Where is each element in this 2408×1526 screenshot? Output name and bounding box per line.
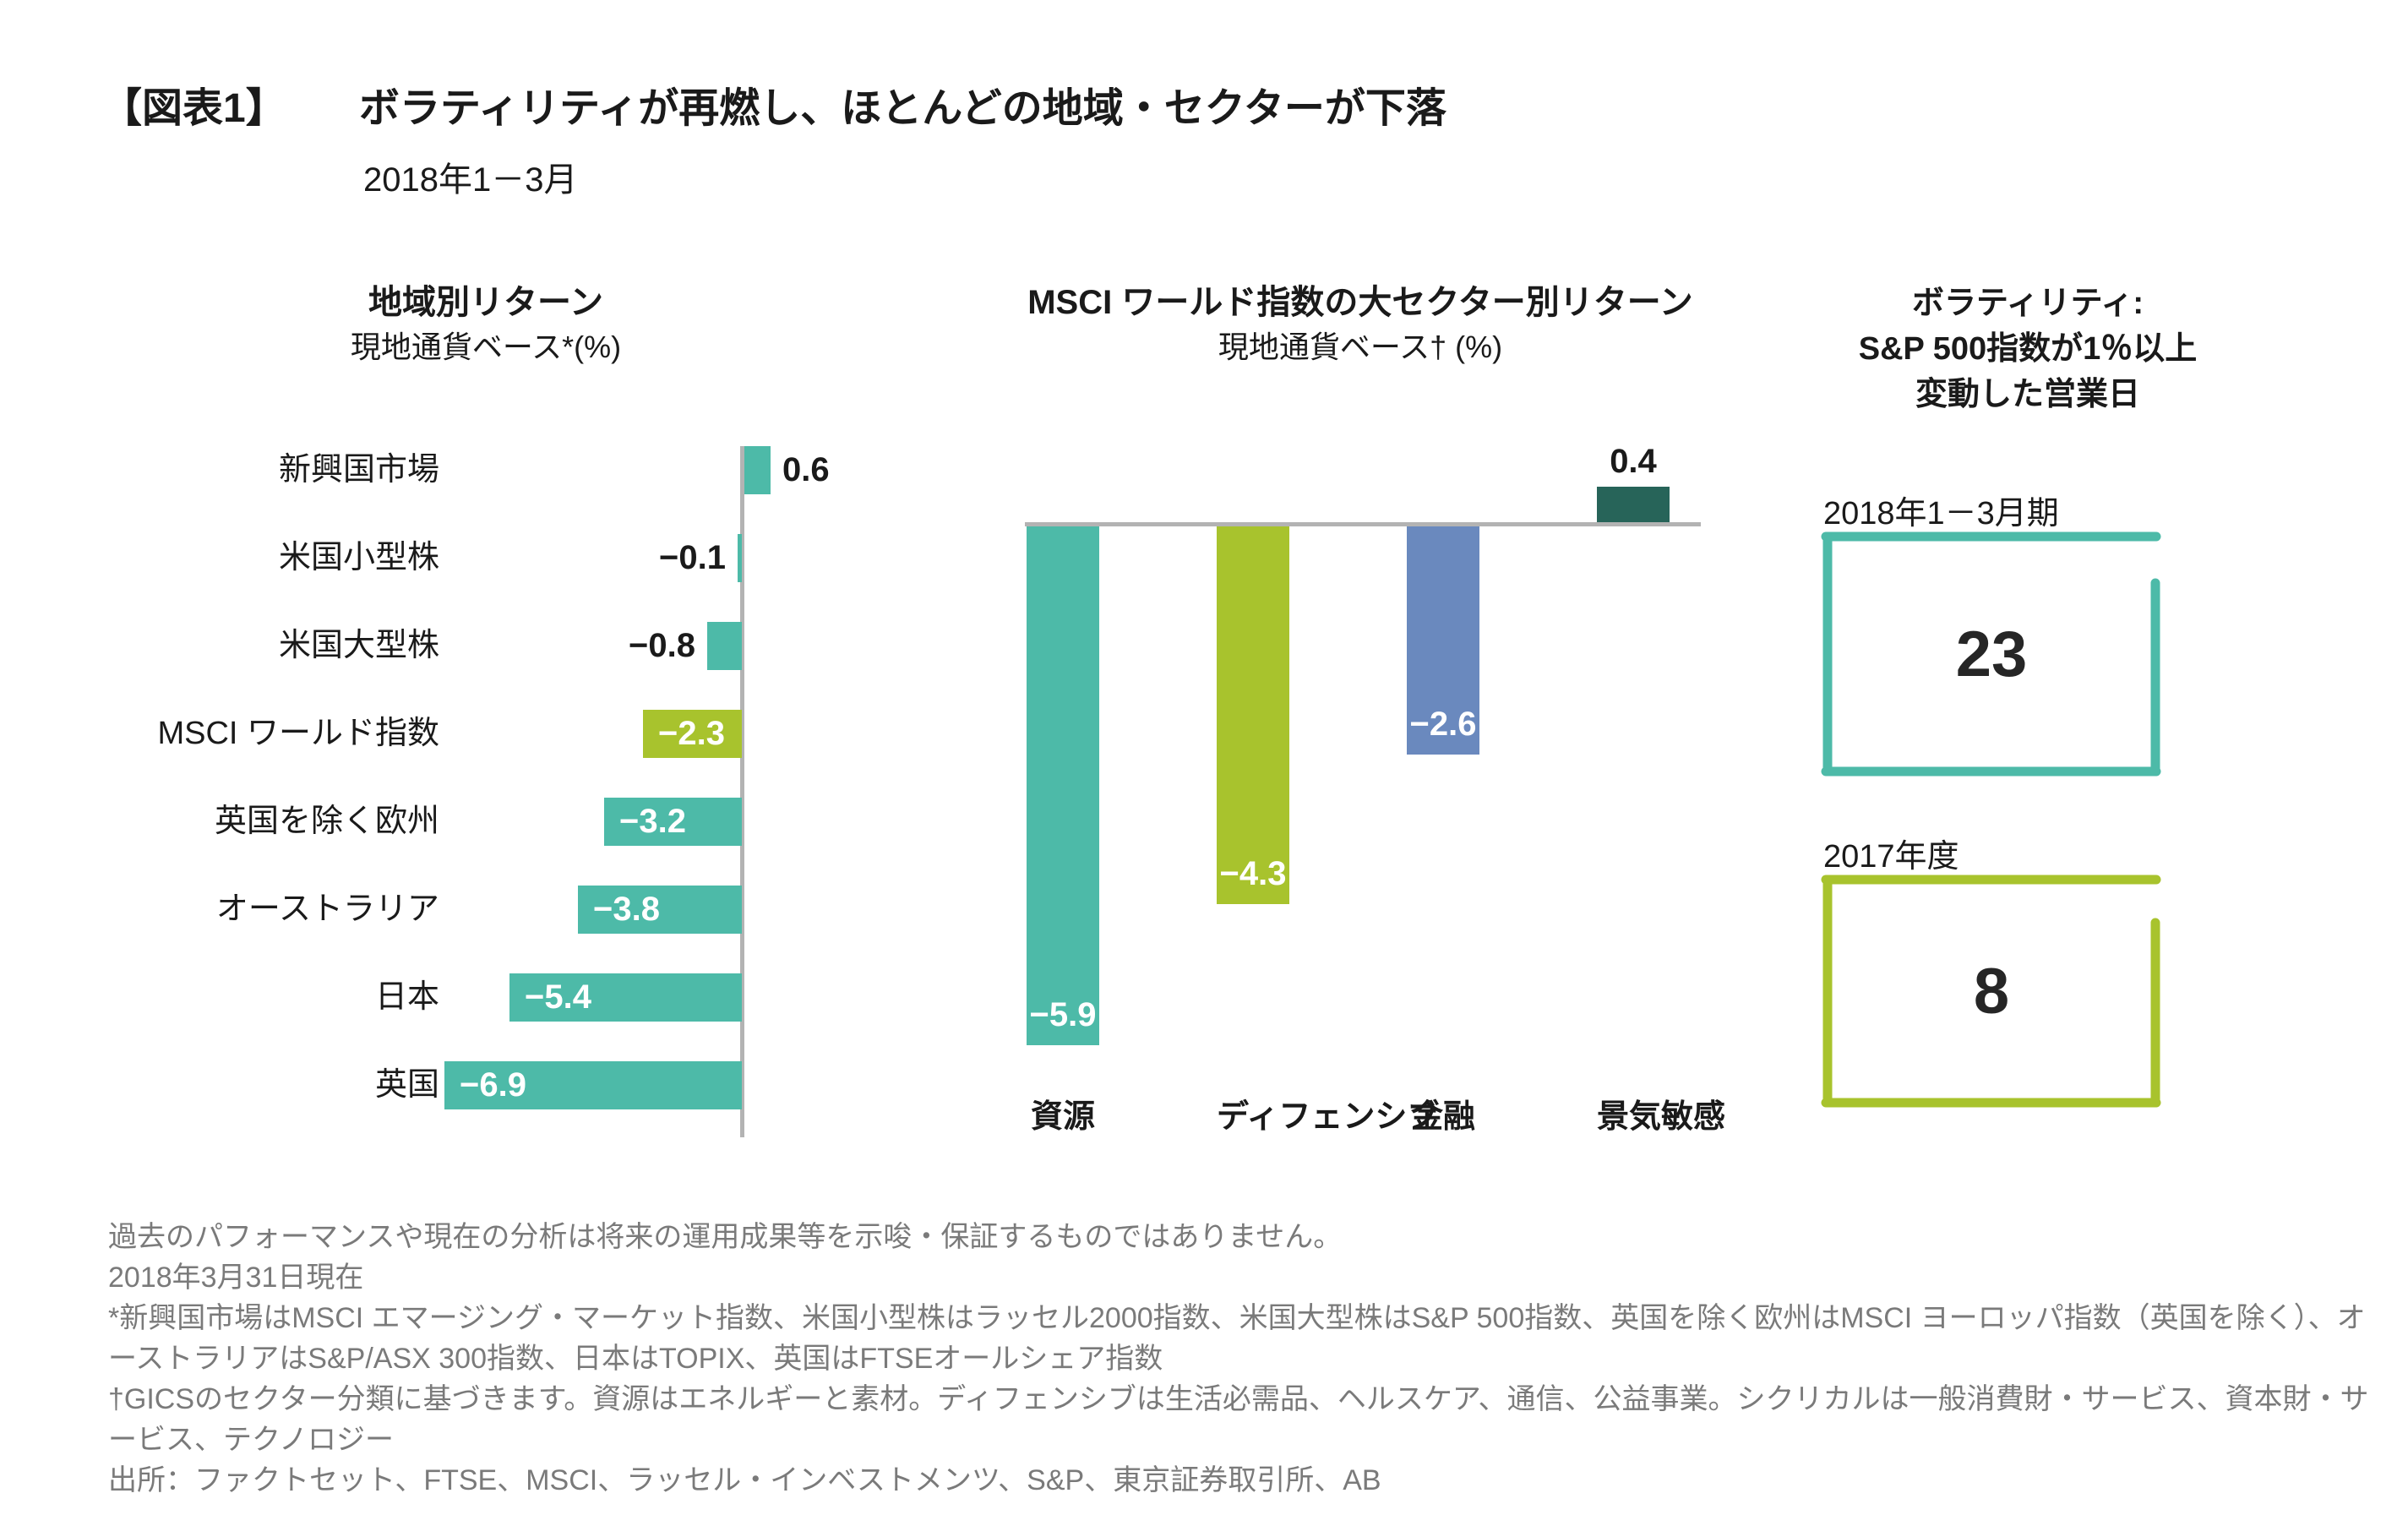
sector-category-label: ディフェンシブ [1217,1099,1440,1135]
sector-category-label: 景気敏感 [1597,1099,1726,1135]
region-row-1: 米国小型株 −0.1 [118,534,963,582]
region-category-label: 米国小型株 [278,540,439,575]
region-row-0: 新興国市場 0.6 [118,446,963,494]
region-bar [744,446,771,494]
volatility-value-2018: 23 [1955,618,2028,690]
region-value-label: −3.8 [593,891,660,928]
sector-bar-chart: −5.9 資源 −4.3 ディフェンシブ −2.6 金融 0.4 景気敏感 [1025,422,1726,1141]
region-row-4: 英国を除く欧州 −3.2 [118,798,963,846]
volatility-item-2-label: 2017年度 [1823,839,1959,875]
region-category-label: 英国 [374,1067,439,1103]
region-row-2: 米国大型株 −0.8 [118,622,963,670]
region-row-6: 日本 −5.4 [118,973,963,1022]
region-bar [604,798,742,846]
region-bar [643,710,742,758]
sector-category-label: 資源 [1030,1099,1095,1135]
region-category-label: 新興国市場 [278,452,439,488]
sector-bar [1407,526,1479,755]
region-value-label: −5.4 [525,978,591,1016]
region-bar [444,1061,742,1109]
region-bar [707,622,742,670]
region-value-label: −6.9 [460,1066,526,1104]
footnote-line-3: *新興国市場はMSCI エマージング・マーケット指数、米国小型株はラッセル200… [108,1302,2366,1375]
region-bar [738,534,742,582]
page-title: ボラティリティが再燃し、ほとんどの地域・セクターが下落 [359,86,1446,131]
sector-category-label: 金融 [1410,1099,1475,1135]
volatility-value-2017: 8 [1973,955,2010,1027]
region-value-label: −0.8 [629,627,695,664]
region-value-label: −3.2 [619,803,686,840]
footnote-line-4: †GICSのセクター分類に基づきます。資源はエネルギーと素材。ディフェンシブは生… [108,1383,2369,1456]
region-chart-subtitle: 現地通貨ベース*(%) [350,330,622,364]
volatility-title-line3: 変動した営業日 [1915,377,2140,412]
volatility-title-line2: S&P 500指数が1％以上 [1858,331,2198,367]
footnote-line-5: 出所：ファクトセット、FTSE、MSCI、ラッセル・インベストメンツ、S&P、東… [108,1464,1381,1496]
region-bar [578,886,742,934]
footnote-line-2: 2018年3月31日現在 [108,1262,364,1294]
sector-value-label: 0.4 [1610,443,1657,480]
region-chart-title: 地域別リターン [368,284,603,321]
region-category-label: MSCI ワールド指数 [157,716,439,751]
region-category-label: オーストラリア [215,891,439,927]
region-value-label: −0.1 [659,539,726,576]
region-row-3: MSCI ワールド指数 −2.3 [118,710,963,758]
volatility-title-line1: ボラティリティ: [1911,286,2144,321]
sector-value-label: −2.6 [1409,706,1477,743]
volatility-box-2-frame [1821,875,2161,1108]
region-value-label: −2.3 [658,715,725,752]
footnote-line-1: 過去のパフォーマンスや現在の分析は将来の運用成果等を示唆・保証するものではありま… [108,1221,1343,1253]
volatility-box-1-frame [1821,531,2161,777]
region-bar-chart: 新興国市場 0.6 米国小型株 −0.1 米国大型株 −0.8 MSCI ワールド指数 −2.… [118,446,963,1147]
volatility-header: ボラティリティ: S&P 500指数が1％以上 変動した営業日 [1817,281,2239,417]
sector-value-label: −4.3 [1219,855,1287,892]
region-category-label: 英国を除く欧州 [214,804,439,839]
sector-bar [1217,526,1289,904]
sector-bar [1027,526,1099,1045]
region-row-5: オーストラリア −3.8 [118,886,963,934]
region-category-label: 日本 [374,979,439,1015]
region-bar [509,973,742,1022]
sector-chart-title: MSCI ワールド指数の大セクター別リターン [1027,284,1693,321]
volatility-item-1-label: 2018年1－3月期 [1823,496,2059,531]
region-category-label: 米国大型株 [278,628,439,663]
region-zero-axis [740,446,744,1137]
region-value-label: 0.6 [782,451,830,488]
sector-zero-baseline [1025,522,1701,526]
footnotes: 過去のパフォーマンスや現在の分析は将来の運用成果等を示唆・保証するものではありま… [108,1217,2369,1501]
sector-chart-header: MSCI ワールド指数の大セクター別リターン 現地通貨ベース† (%) [938,279,1783,368]
page-subtitle: 2018年1－3月 [363,161,578,199]
region-chart-header: 地域別リターン 現地通貨ベース*(%) [148,279,824,368]
region-row-7: 英国 −6.9 [118,1061,963,1109]
sector-value-label: −5.9 [1029,996,1097,1033]
sector-bar [1597,487,1670,522]
figure-tag: 【図表1】 [101,86,286,131]
sector-chart-subtitle: 現地通貨ベース† (%) [1218,330,1503,364]
